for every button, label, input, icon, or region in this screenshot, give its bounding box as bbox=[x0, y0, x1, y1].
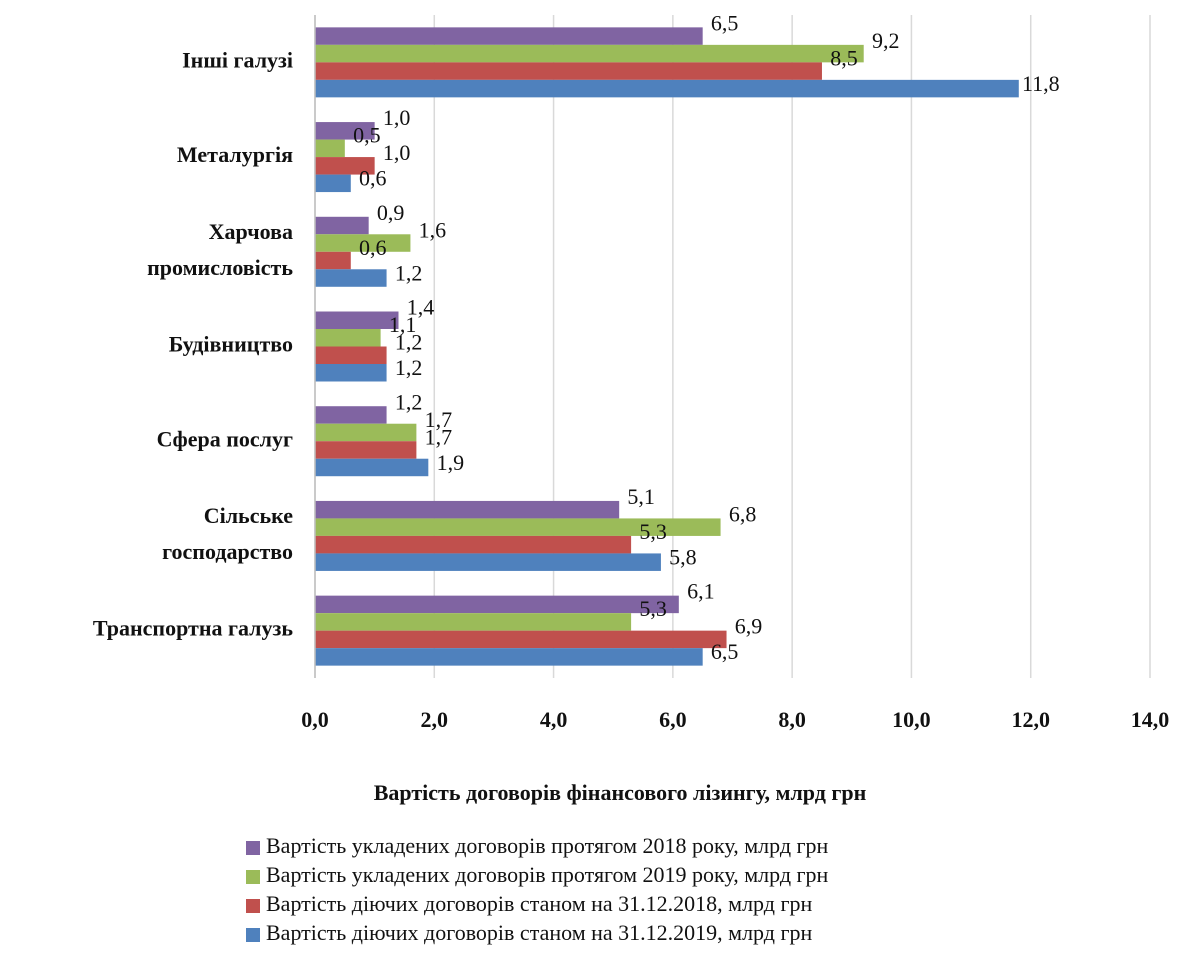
data-label: 1,0 bbox=[383, 105, 411, 130]
x-tick-label: 4,0 bbox=[540, 707, 568, 732]
bar bbox=[315, 269, 387, 287]
data-label: 6,8 bbox=[729, 501, 757, 526]
data-label: 0,6 bbox=[359, 166, 387, 191]
bar bbox=[315, 174, 351, 193]
x-tick-label: 6,0 bbox=[659, 707, 687, 732]
data-label: 11,8 bbox=[1022, 71, 1060, 96]
y-tick-label: Будівництво bbox=[169, 332, 293, 357]
x-tick-label: 10,0 bbox=[892, 707, 931, 732]
bar bbox=[315, 595, 679, 614]
data-label: 6,9 bbox=[735, 614, 763, 639]
bar bbox=[315, 630, 727, 649]
legend-swatch bbox=[246, 928, 260, 942]
bar bbox=[315, 234, 411, 252]
legend-label: Вартість укладених договорів протягом 20… bbox=[266, 862, 829, 887]
y-tick-label: Інші галузі bbox=[182, 47, 293, 72]
data-label: 1,9 bbox=[437, 450, 465, 475]
data-label: 1,7 bbox=[425, 424, 453, 449]
data-label: 1,2 bbox=[395, 389, 423, 414]
bar bbox=[315, 406, 387, 424]
bar bbox=[315, 648, 703, 666]
data-label: 6,5 bbox=[711, 10, 739, 35]
bar bbox=[315, 62, 822, 80]
bar bbox=[315, 535, 632, 554]
data-label: 5,3 bbox=[639, 596, 667, 621]
data-label: 5,8 bbox=[669, 544, 697, 569]
legend-label: Вартість діючих договорів станом на 31.1… bbox=[266, 920, 812, 945]
data-label: 9,2 bbox=[872, 28, 900, 53]
bar bbox=[315, 613, 632, 631]
data-label: 1,7 bbox=[425, 407, 453, 432]
x-tick-label: 14,0 bbox=[1131, 707, 1170, 732]
data-label: 0,6 bbox=[359, 235, 387, 260]
legend-label: Вартість укладених договорів протягом 20… bbox=[266, 833, 829, 858]
bar bbox=[315, 27, 703, 45]
data-label: 8,5 bbox=[830, 45, 858, 70]
legend-label: Вартість діючих договорів станом на 31.1… bbox=[266, 891, 812, 916]
x-tick-label: 12,0 bbox=[1011, 707, 1050, 732]
bar bbox=[315, 346, 387, 364]
data-label: 0,5 bbox=[353, 123, 381, 148]
bar bbox=[315, 458, 429, 477]
bar bbox=[315, 500, 620, 519]
legend-swatch bbox=[246, 870, 260, 884]
data-label: 1,2 bbox=[395, 330, 423, 355]
bar bbox=[315, 216, 369, 235]
data-label: 1,0 bbox=[383, 140, 411, 165]
bar bbox=[315, 251, 351, 270]
bar bbox=[315, 311, 399, 329]
bar bbox=[315, 44, 864, 63]
data-label: 5,3 bbox=[639, 519, 667, 544]
legend-swatch bbox=[246, 841, 260, 855]
bar bbox=[315, 441, 417, 459]
bar bbox=[315, 139, 345, 158]
bar bbox=[315, 157, 375, 175]
legend-swatch bbox=[246, 899, 260, 913]
y-tick-label: Сфера послуг bbox=[157, 426, 293, 451]
y-tick-label: Металургія bbox=[177, 142, 293, 167]
bar bbox=[315, 364, 387, 382]
data-label: 5,1 bbox=[627, 484, 655, 509]
x-tick-label: 0,0 bbox=[301, 707, 329, 732]
x-tick-label: 2,0 bbox=[421, 707, 449, 732]
data-label: 1,2 bbox=[395, 260, 423, 285]
bar bbox=[315, 79, 1019, 98]
bar bbox=[315, 553, 661, 571]
bar bbox=[315, 423, 417, 442]
data-label: 6,1 bbox=[687, 579, 715, 604]
data-label: 6,5 bbox=[711, 639, 739, 664]
y-tick-label: Транспортна галузь bbox=[93, 616, 293, 641]
x-axis-title: Вартість договорів фінансового лізингу, … bbox=[374, 780, 867, 805]
data-label: 1,6 bbox=[419, 217, 447, 242]
bar bbox=[315, 518, 721, 536]
data-label: 1,2 bbox=[395, 355, 423, 380]
data-label: 1,1 bbox=[389, 312, 417, 337]
data-label: 0,9 bbox=[377, 200, 405, 225]
data-label: 1,4 bbox=[407, 295, 435, 320]
y-tick-label: Сільське господарство bbox=[162, 503, 293, 564]
bar bbox=[315, 329, 381, 347]
bar bbox=[315, 122, 375, 140]
x-tick-label: 8,0 bbox=[778, 707, 806, 732]
y-tick-label: Харчова промисловість bbox=[147, 219, 293, 280]
